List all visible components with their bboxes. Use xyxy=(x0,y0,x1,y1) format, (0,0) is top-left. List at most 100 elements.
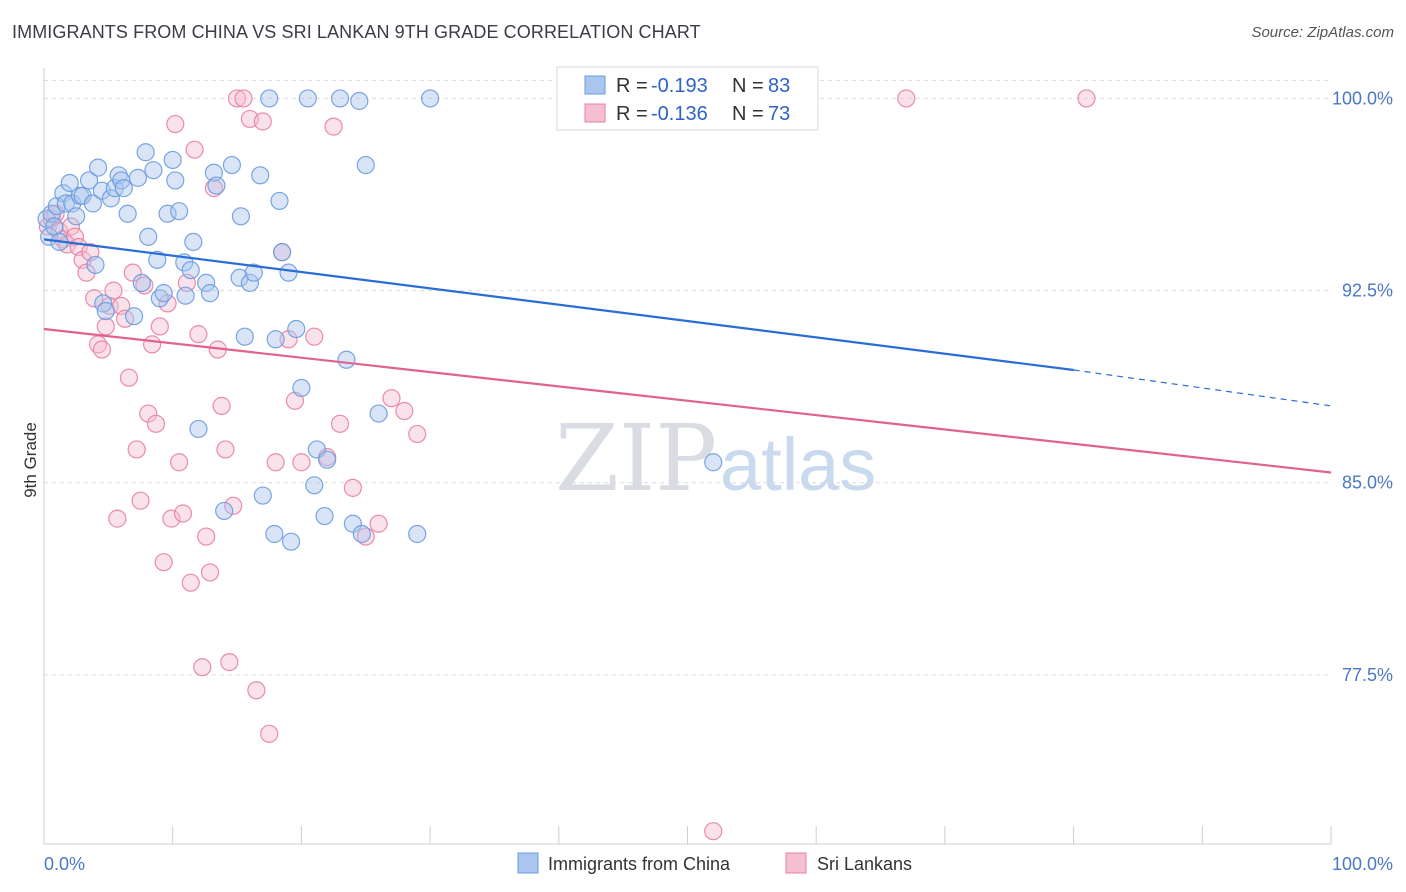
sri-lankans-point-38 xyxy=(185,140,204,159)
sri-lankans-point-48 xyxy=(224,496,243,515)
china-point-44 xyxy=(197,273,216,293)
sri-lankans-points xyxy=(38,89,1096,841)
china-point-34 xyxy=(154,284,173,303)
china-point-56 xyxy=(253,486,272,505)
china-point-29 xyxy=(136,143,155,162)
china-point-38 xyxy=(170,202,189,221)
sri-lankans-point-72 xyxy=(1077,89,1096,108)
china-point-61 xyxy=(272,243,292,262)
sri-lankans-point-15 xyxy=(96,317,115,336)
china-point-59 xyxy=(266,330,285,349)
sri-lankans-point-34 xyxy=(170,453,189,472)
china-point-63 xyxy=(282,532,301,551)
source-label: Source: ZipAtlas.com xyxy=(1251,24,1394,41)
china-point-75 xyxy=(352,524,371,544)
china-point-0 xyxy=(37,209,56,228)
sri-lankans-point-28 xyxy=(146,414,166,433)
chart-title: IMMIGRANTS FROM CHINA VS SRI LANKAN 9TH … xyxy=(12,22,701,42)
china-point-8 xyxy=(60,173,79,193)
china-point-53 xyxy=(240,273,260,293)
china-point-20 xyxy=(101,189,121,208)
sri-lankans-point-63 xyxy=(330,414,350,433)
y-tick-label-2: 92.5% xyxy=(1342,281,1393,301)
china-point-31 xyxy=(144,161,163,180)
sri-lankans-point-47 xyxy=(220,652,239,672)
china-point-73 xyxy=(343,514,362,533)
bottom-legend-label-china: Immigrants from China xyxy=(548,854,731,874)
sri-lankans-point-39 xyxy=(189,325,208,344)
sri-lankans-point-30 xyxy=(154,553,173,572)
sri-lankans-point-67 xyxy=(382,389,401,408)
y-tick-label-0: 77.5% xyxy=(1342,665,1393,685)
china-point-15 xyxy=(86,255,105,275)
sri-lankans-point-45 xyxy=(212,396,231,415)
china-point-36 xyxy=(163,150,182,170)
china-point-13 xyxy=(79,171,99,190)
sri-lankans-point-53 xyxy=(253,112,272,131)
china-point-24 xyxy=(114,179,133,198)
china-point-77 xyxy=(369,404,388,423)
china-point-70 xyxy=(318,450,337,469)
sri-lankans-point-33 xyxy=(166,114,185,134)
legend-swatch-sri-lankans xyxy=(584,103,606,123)
y-tick-labels: 77.5% 85.0% 92.5% 100.0% xyxy=(1332,88,1393,684)
china-point-54 xyxy=(244,263,263,282)
china-point-58 xyxy=(265,524,284,544)
legend-r-value-sri-lankans: -0.136 xyxy=(651,103,708,125)
legend-n-label-sri-lankans: N = xyxy=(732,103,764,125)
legend-r-label-sri-lankans: R = xyxy=(616,103,648,125)
china-point-57 xyxy=(260,89,279,108)
sri-lankans-point-18 xyxy=(108,509,127,528)
china-point-66 xyxy=(298,89,317,108)
sri-lankans-point-40 xyxy=(193,658,212,677)
china-point-45 xyxy=(200,284,220,303)
bottom-legend-swatch-sri-lankans xyxy=(785,852,807,874)
sri-lankans-point-27 xyxy=(143,335,162,354)
china-trend-line xyxy=(43,238,1074,372)
x-tick-label-max: 100.0% xyxy=(1332,854,1393,874)
china-point-74 xyxy=(350,91,369,111)
china-point-62 xyxy=(279,263,298,282)
sri-lankans-point-35 xyxy=(173,504,193,523)
legend-r-label-china: R = xyxy=(616,75,648,97)
axes xyxy=(43,68,1332,845)
sri-lankans-point-25 xyxy=(135,276,154,295)
china-point-67 xyxy=(305,476,324,495)
sri-lankans-point-55 xyxy=(266,453,285,472)
china-trend-line-extension xyxy=(1073,369,1332,407)
sri-lankans-point-42 xyxy=(200,563,220,582)
china-point-37 xyxy=(166,171,185,190)
china-point-12 xyxy=(73,186,92,205)
sri-lankans-point-22 xyxy=(123,263,142,282)
china-point-7 xyxy=(56,194,75,213)
sri-lankans-point-66 xyxy=(369,514,388,533)
china-point-69 xyxy=(315,506,334,526)
china-point-47 xyxy=(207,176,226,195)
china-point-27 xyxy=(128,168,148,187)
china-point-71 xyxy=(330,89,350,108)
sri-lankans-point-32 xyxy=(162,509,181,528)
sri-lankans-trend-line xyxy=(43,327,1332,474)
china-point-25 xyxy=(118,204,137,223)
x-tick-label-min: 0.0% xyxy=(44,854,85,874)
sri-lankans-point-50 xyxy=(234,89,253,108)
china-point-55 xyxy=(251,166,270,185)
china-point-78 xyxy=(408,524,427,544)
sri-lankans-point-69 xyxy=(408,424,427,444)
sri-lankans-point-12 xyxy=(85,289,104,308)
sri-lankans-point-37 xyxy=(181,573,200,592)
china-point-10 xyxy=(67,207,86,226)
china-point-35 xyxy=(158,204,177,223)
watermark-atlas: atlas xyxy=(720,423,876,506)
sri-lankans-point-24 xyxy=(131,491,150,510)
china-point-19 xyxy=(96,301,115,321)
x-tick-labels: 0.0% 100.0% xyxy=(44,854,1393,874)
sri-lankans-point-49 xyxy=(227,89,247,108)
y-axis-label: 9th Grade xyxy=(21,422,40,498)
china-point-79 xyxy=(421,89,440,108)
sri-lankans-point-29 xyxy=(150,317,169,336)
legend-n-value-sri-lankans: 73 xyxy=(768,103,790,125)
sri-lankans-point-60 xyxy=(305,327,324,346)
china-point-82 xyxy=(704,453,723,472)
